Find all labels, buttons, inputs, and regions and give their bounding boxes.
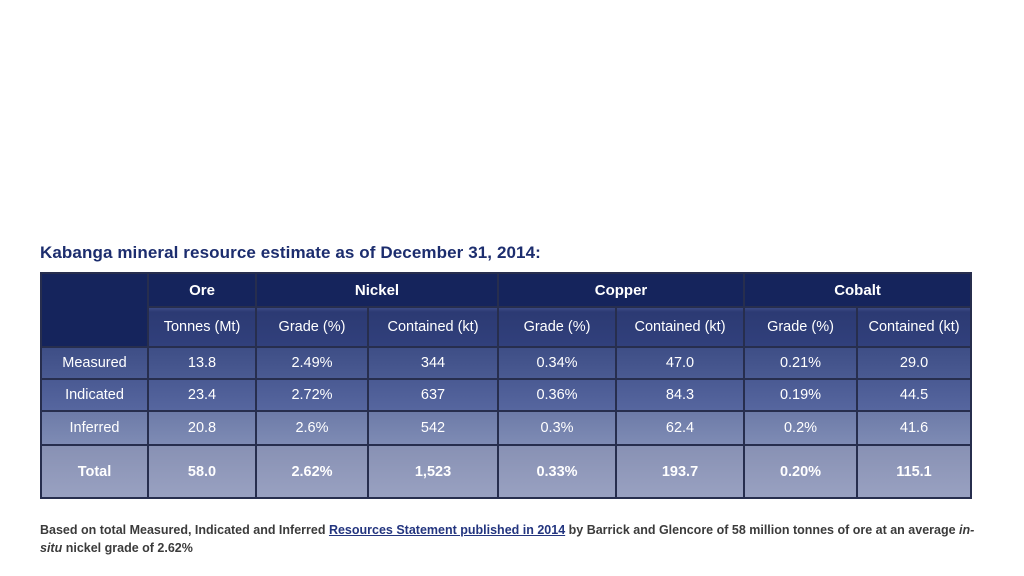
row-label: Measured <box>40 346 149 380</box>
table-cell: 0.3% <box>497 410 618 446</box>
footnote-text-after-link: by Barrick and Glencore of 58 million to… <box>565 523 960 537</box>
table-cell: 62.4 <box>615 410 746 446</box>
table-cell: 2.62% <box>255 444 369 499</box>
sub-header-co-grade: Grade (%) <box>743 306 859 348</box>
sub-header-tonnes: Tonnes (Mt) <box>147 306 257 348</box>
table-row-indicated: Indicated 23.4 2.72% 637 0.36% 84.3 0.19… <box>40 378 973 412</box>
group-header-ore: Ore <box>147 272 257 308</box>
table-cell: 0.2% <box>743 410 859 446</box>
table-cell: 0.36% <box>497 378 618 412</box>
row-label: Indicated <box>40 378 149 412</box>
table-sub-header-row: Tonnes (Mt) Grade (%) Contained (kt) Gra… <box>41 306 973 348</box>
table-cell: 0.21% <box>743 346 859 380</box>
table-cell: 2.6% <box>255 410 369 446</box>
table-cell: 20.8 <box>147 410 257 446</box>
table-row-inferred: Inferred 20.8 2.6% 542 0.3% 62.4 0.2% 41… <box>40 410 973 446</box>
sub-header-cu-contained: Contained (kt) <box>615 306 746 348</box>
table-cell: 47.0 <box>615 346 746 380</box>
row-label: Total <box>40 444 149 499</box>
sub-header-ni-contained: Contained (kt) <box>366 306 500 348</box>
group-header-nickel: Nickel <box>254 272 500 308</box>
group-header-cobalt: Cobalt <box>743 272 973 308</box>
table-cell: 0.20% <box>743 444 859 499</box>
table-cell: 344 <box>366 346 500 380</box>
table-cell: 29.0 <box>856 346 973 380</box>
row-label: Inferred <box>40 410 149 446</box>
table-cell: 0.33% <box>497 444 618 499</box>
table-cell: 2.72% <box>255 378 369 412</box>
corner-cell <box>40 272 149 348</box>
table-cell: 0.34% <box>497 346 618 380</box>
table-group-header-row: Ore Nickel Copper Cobalt <box>40 272 973 348</box>
mineral-resource-table: Ore Nickel Copper Cobalt Tonnes (Mt) Gra… <box>40 272 973 499</box>
sub-header-ni-grade: Grade (%) <box>255 306 369 348</box>
table-cell: 58.0 <box>147 444 257 499</box>
table-cell: 13.8 <box>147 346 257 380</box>
resources-statement-link[interactable]: Resources Statement published in 2014 <box>328 523 566 537</box>
footnote-text-end: nickel grade of 2.62% <box>62 540 193 555</box>
footnote-text-before-link: Based on total Measured, Indicated and I… <box>40 523 329 537</box>
footnote-insitu-italic: in-situ <box>40 523 975 555</box>
table-cell: 2.49% <box>255 346 369 380</box>
table-cell: 0.19% <box>743 378 859 412</box>
table-cell: 44.5 <box>856 378 973 412</box>
table-cell: 193.7 <box>615 444 746 499</box>
sub-header-cu-grade: Grade (%) <box>497 306 618 348</box>
table-cell: 637 <box>366 378 500 412</box>
group-header-copper: Copper <box>497 272 746 308</box>
table-cell: 41.6 <box>856 410 973 446</box>
table-cell: 1,523 <box>366 444 500 499</box>
sub-header-co-contained: Contained (kt) <box>856 306 973 348</box>
table-row-measured: Measured 13.8 2.49% 344 0.34% 47.0 0.21%… <box>40 346 973 380</box>
table-row-total: Total 58.0 2.62% 1,523 0.33% 193.7 0.20%… <box>40 444 973 499</box>
footnote: Based on total Measured, Indicated and I… <box>40 522 978 557</box>
table-cell: 542 <box>366 410 500 446</box>
table-cell: 115.1 <box>856 444 973 499</box>
table-cell: 84.3 <box>615 378 746 412</box>
table-cell: 23.4 <box>147 378 257 412</box>
page-title: Kabanga mineral resource estimate as of … <box>40 243 541 262</box>
